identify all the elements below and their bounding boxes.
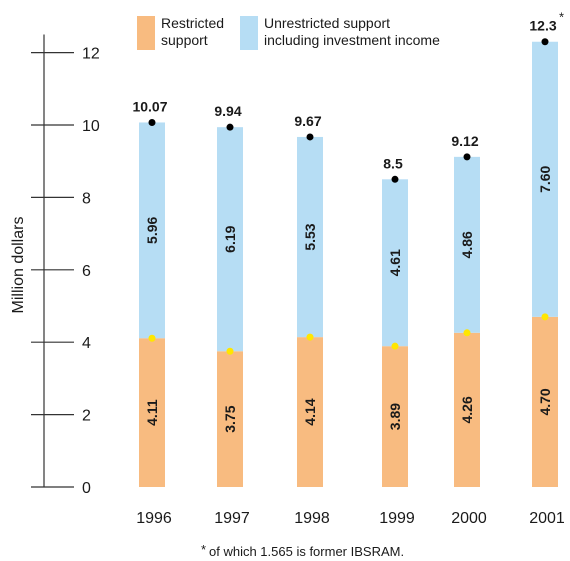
restricted-top-marker-1996 bbox=[148, 334, 156, 342]
footnote-marker: * bbox=[201, 542, 206, 557]
x-tick-label-1996: 1996 bbox=[136, 510, 172, 527]
legend-label-unrestricted-line2: including investment income bbox=[264, 32, 440, 48]
bar-unrestricted-1999 bbox=[382, 179, 408, 347]
legend-label-unrestricted-line1: Unrestricted support bbox=[264, 15, 390, 31]
y-tick-label-6: 6 bbox=[82, 263, 91, 280]
restricted-top-marker-1998 bbox=[306, 333, 314, 341]
bar-restricted-1997 bbox=[217, 351, 243, 487]
label-unrestricted-1999: 4.61 bbox=[387, 249, 403, 276]
bar-restricted-2000 bbox=[454, 332, 480, 487]
legend-swatch-restricted bbox=[137, 16, 155, 50]
x-tick-label-2001: 2001 bbox=[529, 510, 565, 527]
y-tick-label-0: 0 bbox=[82, 480, 91, 497]
total-marker-1996 bbox=[148, 118, 156, 126]
bar-restricted-1996 bbox=[139, 338, 165, 487]
x-tick-label-2000: 2000 bbox=[451, 510, 487, 527]
total-marker-1997 bbox=[226, 123, 234, 131]
y-tick-label-10: 10 bbox=[82, 118, 100, 135]
footnote-text: of which 1.565 is former IBSRAM. bbox=[209, 544, 404, 559]
total-label-1998: 9.67 bbox=[294, 113, 321, 129]
label-unrestricted-1997: 6.19 bbox=[222, 225, 238, 252]
restricted-top-marker-1997 bbox=[226, 347, 234, 355]
total-label-2001: 12.3 bbox=[529, 18, 556, 34]
restricted-top-marker-2001 bbox=[541, 313, 549, 321]
label-restricted-1998: 4.14 bbox=[302, 398, 318, 425]
bar-unrestricted-1997 bbox=[217, 127, 243, 352]
label-unrestricted-1996: 5.96 bbox=[144, 217, 160, 244]
bar-unrestricted-2001 bbox=[532, 41, 558, 317]
x-tick-label-1997: 1997 bbox=[214, 510, 250, 527]
total-marker-1998 bbox=[306, 133, 314, 141]
bar-restricted-2001 bbox=[532, 316, 558, 487]
y-tick-label-12: 12 bbox=[82, 46, 100, 63]
label-unrestricted-2001: 7.60 bbox=[537, 165, 553, 192]
bar-restricted-1999 bbox=[382, 346, 408, 487]
y-tick-label-8: 8 bbox=[82, 190, 91, 207]
legend-label-restricted-line2: support bbox=[161, 32, 208, 48]
x-tick-label-1999: 1999 bbox=[379, 510, 415, 527]
total-marker-1999 bbox=[391, 175, 399, 183]
total-footnote-marker: * bbox=[559, 10, 564, 25]
bar-unrestricted-1996 bbox=[139, 122, 165, 339]
legend-label-restricted-line1: Restricted bbox=[161, 15, 224, 31]
total-label-1996: 10.07 bbox=[132, 98, 167, 114]
y-tick-label-2: 2 bbox=[82, 408, 91, 425]
label-unrestricted-1998: 5.53 bbox=[302, 223, 318, 250]
label-unrestricted-2000: 4.86 bbox=[459, 231, 475, 258]
label-restricted-2000: 4.26 bbox=[459, 396, 475, 423]
y-axis: 0 2 4 6 8 10 12 Million dollars bbox=[10, 34, 100, 497]
bar-unrestricted-2000 bbox=[454, 156, 480, 333]
bar-unrestricted-1998 bbox=[297, 136, 323, 338]
restricted-top-marker-2000 bbox=[463, 329, 471, 337]
label-restricted-1999: 3.89 bbox=[387, 403, 403, 430]
label-restricted-1996: 4.11 bbox=[144, 399, 160, 426]
label-restricted-1997: 3.75 bbox=[222, 405, 238, 432]
total-label-1999: 8.5 bbox=[383, 155, 403, 171]
footnote: * of which 1.565 is former IBSRAM. bbox=[201, 542, 404, 559]
legend-swatch-unrestricted bbox=[240, 16, 258, 50]
bar-restricted-1998 bbox=[297, 337, 323, 487]
y-tick-label-4: 4 bbox=[82, 335, 91, 352]
total-marker-2001 bbox=[541, 38, 549, 46]
bars: 4.11 5.96 10.07 3.75 6.19 9.94 4.14 5.53 9.67 3.8… bbox=[132, 10, 564, 487]
total-marker-2000 bbox=[463, 153, 471, 161]
restricted-top-marker-1999 bbox=[391, 342, 399, 350]
label-restricted-2001: 4.70 bbox=[537, 388, 553, 415]
x-tick-label-1998: 1998 bbox=[294, 510, 330, 527]
total-label-2000: 9.12 bbox=[451, 133, 478, 149]
total-label-1997: 9.94 bbox=[214, 103, 241, 119]
x-axis-labels: 1996 1997 1998 1999 2000 2001 bbox=[136, 510, 565, 527]
y-axis-title: Million dollars bbox=[10, 217, 27, 314]
